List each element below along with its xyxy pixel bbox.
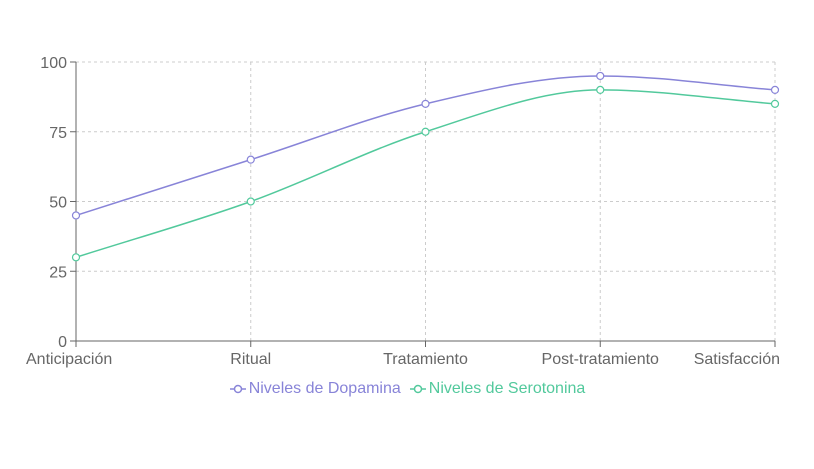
legend-label: Niveles de Dopamina <box>248 380 401 397</box>
x-tick-label: Post-tratamiento <box>542 351 659 368</box>
data-point <box>421 127 430 136</box>
x-tick-label: Ritual <box>230 351 271 368</box>
data-point <box>421 99 430 108</box>
y-tick-label: 75 <box>49 125 67 142</box>
x-tick-label: Satisfacción <box>694 351 780 368</box>
data-point <box>71 253 81 262</box>
legend-item: Niveles de Dopamina <box>229 380 401 398</box>
data-point <box>246 155 255 164</box>
y-tick-label: 25 <box>49 264 67 281</box>
data-point <box>770 99 780 108</box>
x-tick-label: Tratamiento <box>383 351 468 368</box>
data-point <box>246 197 255 206</box>
x-tick-label: Anticipación <box>26 351 112 368</box>
data-point <box>71 211 81 220</box>
data-point <box>596 71 605 81</box>
y-tick-label: 0 <box>58 334 67 351</box>
data-point <box>596 85 605 95</box>
data-point <box>770 85 780 95</box>
legend-icon <box>229 384 246 394</box>
legend-icon <box>409 384 426 394</box>
y-tick-label: 100 <box>40 55 67 72</box>
legend-item: Niveles de Serotonina <box>409 380 586 398</box>
legend-label: Niveles de Serotonina <box>428 380 586 397</box>
y-tick-label: 50 <box>49 195 67 212</box>
legend: Niveles de Dopamina Niveles de Serotonina <box>0 380 814 401</box>
